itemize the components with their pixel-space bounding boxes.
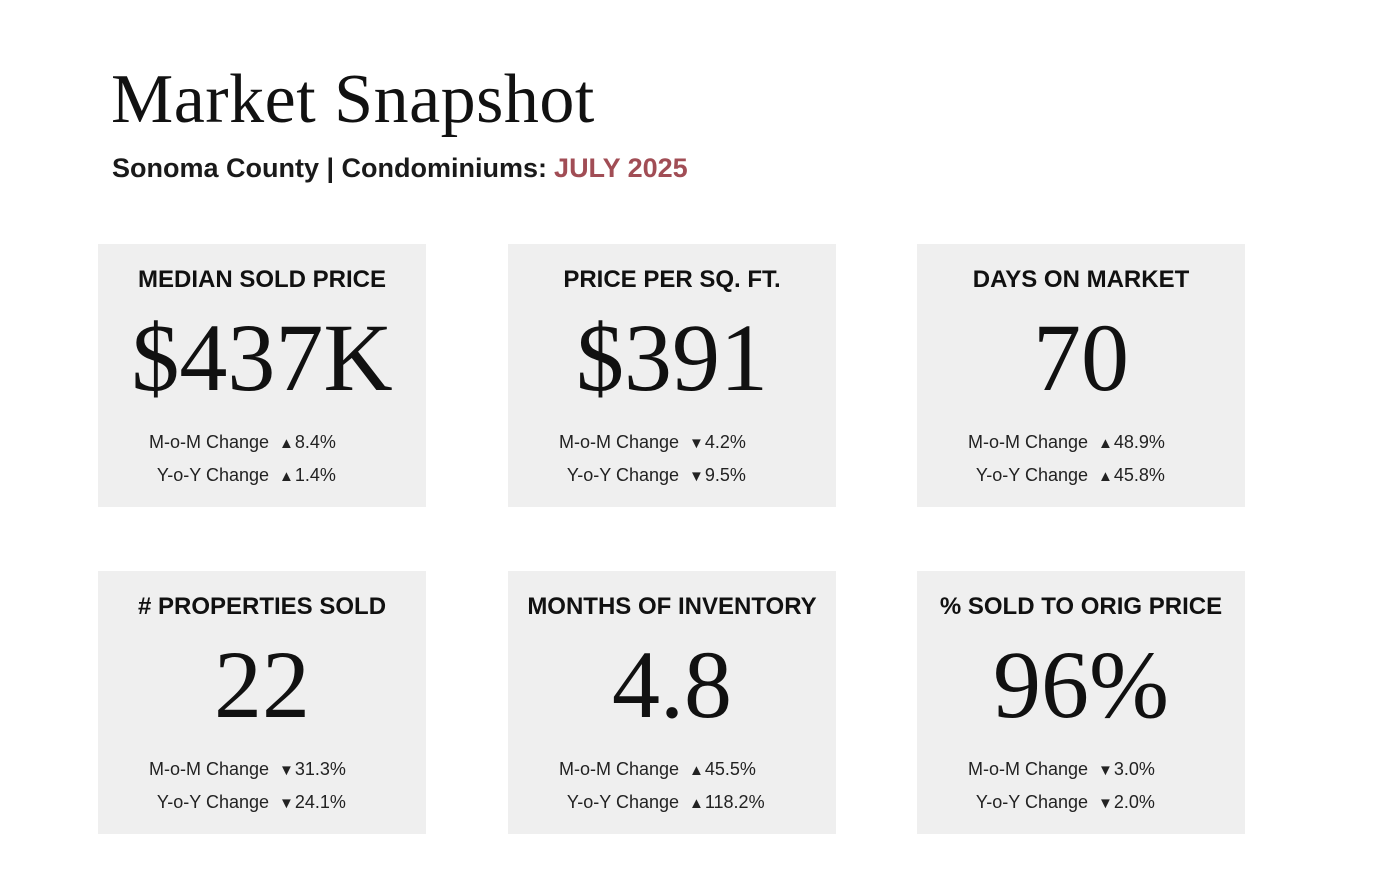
change-percent: 45.5% [704,759,756,779]
metric-value: 4.8 [612,631,732,738]
change-arrow-icon: ▼ [1098,795,1113,812]
change-percent: 4.2% [704,432,746,452]
metric-card-days-on-market: DAYS ON MARKET 70 M-o-M Change ▲48.9% Y-… [917,244,1245,507]
mom-change-value: ▼3.0% [1098,756,1245,784]
page-title: Market Snapshot [111,61,595,138]
change-arrow-icon: ▲ [279,468,294,485]
change-percent: 118.2% [704,792,765,812]
metric-label: # PROPERTIES SOLD [137,593,387,620]
mom-change-value: ▼4.2% [689,429,836,457]
metric-card-median-sold-price: MEDIAN SOLD PRICE $437K M-o-M Change ▲8.… [98,244,426,507]
change-percent: 3.0% [1113,759,1155,779]
change-arrow-icon: ▼ [689,435,704,452]
yoy-change-label: Y-o-Y Change [566,792,679,812]
page-subtitle: Sonoma County | Condominiums: JULY 2025 [112,151,688,185]
report-month: JULY 2025 [554,153,688,183]
metric-value: 70 [1033,304,1129,411]
metric-label: PRICE PER SQ. FT. [563,266,781,293]
metric-card-sold-to-orig-price: % SOLD TO ORIG PRICE 96% M-o-M Change ▼3… [917,571,1245,834]
metric-changes: M-o-M Change ▲45.5% Y-o-Y Change ▲118.2% [508,756,836,817]
metric-value: $391 [576,304,768,411]
change-arrow-icon: ▲ [689,795,704,812]
yoy-change-value: ▲45.8% [1098,462,1245,490]
metric-label: % SOLD TO ORIG PRICE [939,593,1223,620]
mom-change-value: ▼31.3% [279,756,426,784]
metric-label: DAYS ON MARKET [972,266,1190,293]
metric-card-months-of-inventory: MONTHS OF INVENTORY 4.8 M-o-M Change ▲45… [508,571,836,834]
mom-change-label: M-o-M Change [558,759,679,779]
metric-value: 96% [993,631,1169,738]
change-arrow-icon: ▼ [689,468,704,485]
metric-changes: M-o-M Change ▼3.0% Y-o-Y Change ▼2.0% [917,756,1245,817]
metric-value: $437K [131,304,393,411]
subtitle-location: Sonoma County | Condominiums: [112,153,548,183]
yoy-change-value: ▲1.4% [279,462,426,490]
change-percent: 31.3% [294,759,346,779]
mom-change-label: M-o-M Change [967,432,1088,452]
metric-card-properties-sold: # PROPERTIES SOLD 22 M-o-M Change ▼31.3%… [98,571,426,834]
mom-change-label: M-o-M Change [558,432,679,452]
yoy-change-label: Y-o-Y Change [975,465,1088,485]
change-percent: 48.9% [1113,432,1165,452]
change-arrow-icon: ▲ [1098,435,1113,452]
metric-label: MONTHS OF INVENTORY [527,593,817,620]
yoy-change-value: ▼2.0% [1098,789,1245,817]
metric-label: MEDIAN SOLD PRICE [137,266,386,293]
mom-change-label: M-o-M Change [148,759,269,779]
change-percent: 45.8% [1113,465,1165,485]
change-percent: 24.1% [294,792,346,812]
change-percent: 8.4% [294,432,336,452]
metric-changes: M-o-M Change ▼4.2% Y-o-Y Change ▼9.5% [508,429,836,490]
change-arrow-icon: ▲ [1098,468,1113,485]
change-arrow-icon: ▲ [689,762,704,779]
mom-change-label: M-o-M Change [148,432,269,452]
change-arrow-icon: ▼ [279,795,294,812]
metric-changes: M-o-M Change ▼31.3% Y-o-Y Change ▼24.1% [98,756,426,817]
change-percent: 9.5% [704,465,746,485]
change-percent: 1.4% [294,465,336,485]
mom-change-label: M-o-M Change [967,759,1088,779]
yoy-change-value: ▼9.5% [689,462,836,490]
metric-value: 22 [214,631,310,738]
yoy-change-label: Y-o-Y Change [156,465,269,485]
yoy-change-label: Y-o-Y Change [975,792,1088,812]
metric-card-price-per-sq-ft: PRICE PER SQ. FT. $391 M-o-M Change ▼4.2… [508,244,836,507]
mom-change-value: ▲45.5% [689,756,836,784]
yoy-change-value: ▼24.1% [279,789,426,817]
change-arrow-icon: ▼ [1098,762,1113,779]
change-arrow-icon: ▼ [279,762,294,779]
change-percent: 2.0% [1113,792,1155,812]
yoy-change-value: ▲118.2% [689,789,836,817]
mom-change-value: ▲48.9% [1098,429,1245,457]
change-arrow-icon: ▲ [279,435,294,452]
metric-changes: M-o-M Change ▲48.9% Y-o-Y Change ▲45.8% [917,429,1245,490]
yoy-change-label: Y-o-Y Change [566,465,679,485]
mom-change-value: ▲8.4% [279,429,426,457]
metric-changes: M-o-M Change ▲8.4% Y-o-Y Change ▲1.4% [98,429,426,490]
yoy-change-label: Y-o-Y Change [156,792,269,812]
